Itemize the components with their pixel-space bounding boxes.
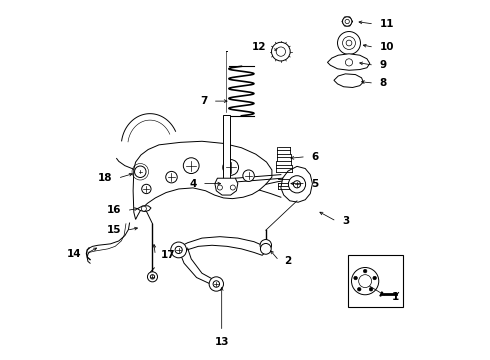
Circle shape — [147, 272, 157, 282]
Text: 2: 2 — [285, 256, 292, 266]
Circle shape — [135, 166, 146, 177]
Bar — [223, 116, 230, 189]
Text: 4: 4 — [189, 179, 196, 189]
Circle shape — [150, 275, 155, 279]
Text: 16: 16 — [107, 206, 122, 216]
Circle shape — [223, 159, 239, 175]
Circle shape — [343, 17, 352, 26]
Text: 8: 8 — [379, 78, 387, 88]
Circle shape — [171, 242, 187, 258]
Circle shape — [354, 276, 357, 280]
Text: 9: 9 — [379, 60, 387, 70]
Text: 11: 11 — [379, 19, 394, 29]
Circle shape — [243, 170, 254, 181]
Circle shape — [373, 276, 376, 280]
Circle shape — [209, 277, 223, 291]
Text: 7: 7 — [200, 96, 207, 106]
Text: 13: 13 — [215, 337, 229, 347]
Polygon shape — [281, 166, 313, 202]
Circle shape — [213, 281, 220, 287]
Circle shape — [142, 184, 151, 194]
Circle shape — [369, 287, 373, 291]
Circle shape — [345, 59, 353, 66]
Circle shape — [289, 176, 306, 193]
Circle shape — [175, 246, 182, 253]
Circle shape — [346, 40, 352, 46]
Polygon shape — [215, 178, 238, 195]
Circle shape — [260, 239, 271, 251]
Circle shape — [138, 169, 143, 174]
Text: 10: 10 — [379, 42, 394, 52]
Circle shape — [271, 42, 290, 61]
Text: 12: 12 — [252, 42, 267, 52]
Polygon shape — [327, 54, 370, 70]
Circle shape — [276, 47, 286, 56]
Circle shape — [260, 243, 271, 254]
Circle shape — [338, 32, 361, 54]
Circle shape — [345, 19, 349, 24]
Circle shape — [218, 185, 222, 190]
Polygon shape — [133, 141, 272, 220]
Circle shape — [183, 158, 199, 174]
FancyBboxPatch shape — [348, 255, 403, 307]
Polygon shape — [334, 74, 364, 87]
Polygon shape — [137, 206, 151, 212]
Circle shape — [351, 267, 379, 295]
Text: 15: 15 — [107, 225, 122, 235]
Circle shape — [141, 206, 147, 211]
Circle shape — [166, 171, 177, 183]
Text: 18: 18 — [98, 173, 112, 183]
Text: 14: 14 — [67, 248, 81, 258]
Circle shape — [230, 185, 235, 190]
Text: 17: 17 — [161, 250, 175, 260]
Circle shape — [364, 269, 367, 273]
Text: 6: 6 — [311, 152, 318, 162]
Text: 5: 5 — [311, 179, 318, 189]
Text: 3: 3 — [342, 216, 349, 226]
Circle shape — [357, 287, 361, 291]
Polygon shape — [176, 237, 267, 255]
Circle shape — [343, 37, 355, 49]
Circle shape — [359, 275, 371, 288]
Text: 1: 1 — [392, 292, 399, 302]
Circle shape — [294, 181, 300, 188]
